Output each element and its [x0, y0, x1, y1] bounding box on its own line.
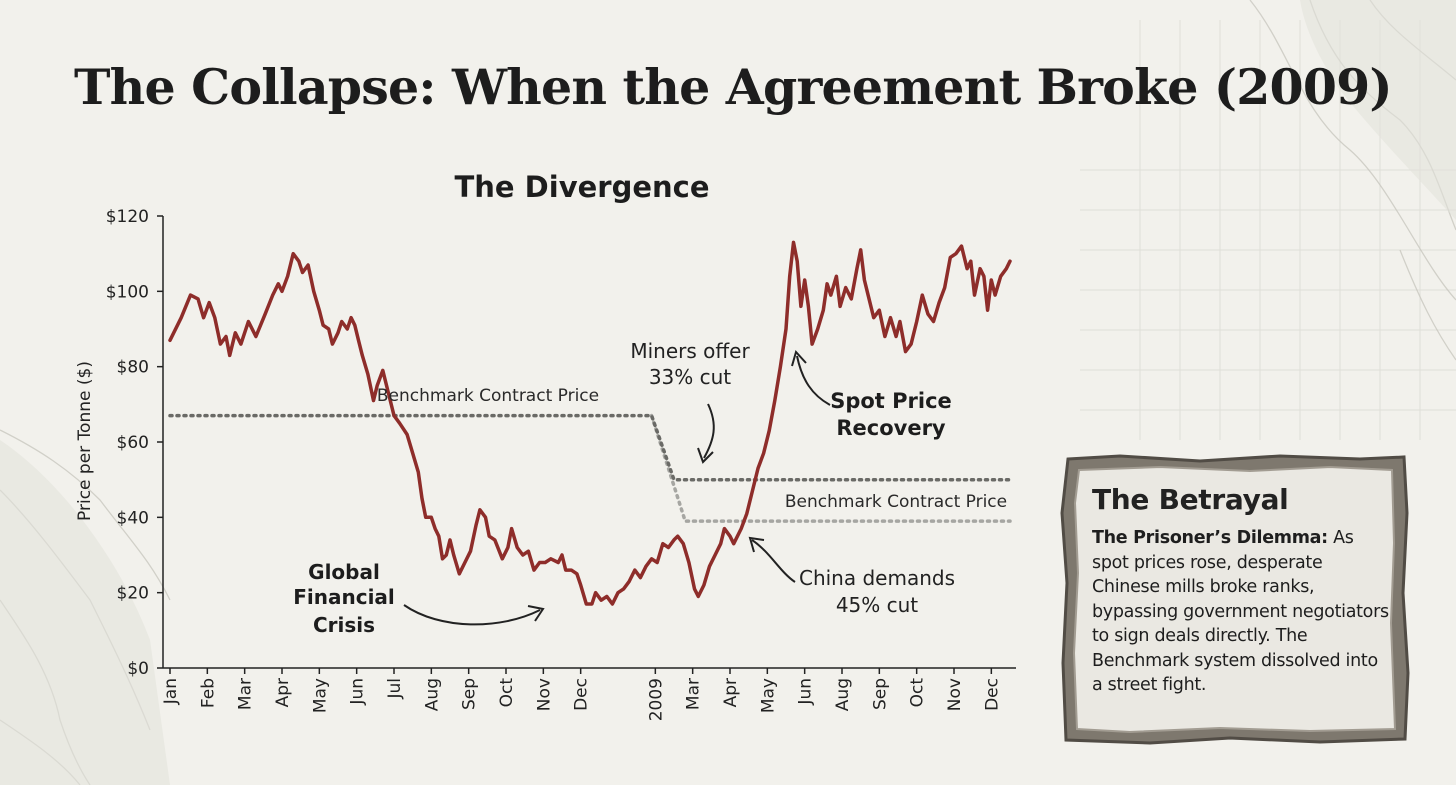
benchmark-line-miners — [168, 413, 1012, 482]
annotation-miners-offer: Miners offer 33% cut — [630, 339, 750, 464]
x-tick-label: Apr — [721, 678, 741, 707]
x-tick-label: Oct — [497, 678, 517, 708]
x-tick-label: Jul — [385, 678, 405, 700]
benchmark-label-top: Benchmark Contract Price — [377, 386, 599, 406]
y-tick-label: $20 — [117, 584, 149, 604]
crisis-line-1: Global — [308, 560, 380, 584]
x-tick-label: Nov — [534, 678, 554, 711]
y-axis-label: Price per Tonne ($) — [75, 361, 95, 521]
x-tick-label: May — [310, 678, 330, 713]
china-demands-line-1: China demands — [799, 566, 955, 590]
betrayal-text: As spot prices rose, desperate Chinese m… — [1092, 528, 1389, 695]
miners-offer-arrow — [703, 403, 715, 459]
annotation-benchmark-1: Benchmark Contract Price — [377, 386, 599, 406]
betrayal-lead: The Prisoner’s Dilemma: — [1092, 528, 1328, 548]
x-tick-label: Oct — [908, 678, 928, 708]
series-lines — [168, 240, 1012, 606]
spot-recovery-arrowhead — [791, 349, 807, 367]
x-tick-label: Apr — [273, 678, 293, 707]
y-tick-label: $120 — [106, 207, 149, 227]
stone-frame — [1060, 454, 1410, 745]
crisis-line-2: Financial — [293, 585, 395, 609]
x-tick-label: Jan — [161, 678, 181, 705]
y-tick-label: $100 — [106, 282, 149, 302]
miners-offer-line-1: Miners offer — [630, 339, 750, 363]
crisis-line-3: Crisis — [313, 613, 375, 637]
x-tick-label: Mar — [684, 678, 704, 710]
x-axis: Jan Feb Mar Apr May Jun Jul Aug Sep Oct Nov Dec 2009… — [161, 667, 1016, 721]
x-tick-label: Dec — [982, 678, 1002, 711]
x-tick-label: Aug — [422, 678, 442, 711]
x-tick-label: May — [758, 678, 778, 713]
x-tick-label: 2009 — [646, 678, 666, 721]
miners-offer-line-2: 33% cut — [649, 365, 731, 389]
annotation-spot-recovery: Spot Price Recovery — [791, 349, 952, 440]
spot-price-line — [168, 240, 1012, 606]
x-tick-label: Jun — [348, 678, 368, 706]
y-tick-label: $40 — [117, 508, 149, 528]
spot-recovery-line-1: Spot Price — [830, 389, 952, 413]
annotation-benchmark-2: Benchmark Contract Price — [785, 492, 1007, 512]
x-tick-label: Mar — [236, 678, 256, 710]
china-demands-arrowhead — [748, 536, 765, 553]
crisis-arrow — [403, 604, 541, 626]
y-tick-label: $60 — [117, 433, 149, 453]
page-title: The Collapse: When the Agreement Broke (… — [74, 58, 1393, 116]
crisis-arrowhead — [527, 605, 545, 622]
china-demands-line-2: 45% cut — [836, 593, 918, 617]
x-tick-label: Dec — [572, 678, 592, 711]
x-tick-label: Sep — [870, 678, 890, 710]
betrayal-title: The Betrayal — [1092, 483, 1289, 516]
chart-title: The Divergence — [454, 170, 709, 204]
betrayal-body: The Prisoner’s Dilemma: As spot prices r… — [1092, 526, 1392, 698]
x-tick-label: Sep — [460, 678, 480, 710]
miners-offer-arrowhead — [697, 447, 714, 464]
y-axis: $0 $20 $40 $60 $80 $100 $120 — [106, 207, 164, 679]
china-demands-arrow — [751, 539, 796, 583]
x-tick-label: Jun — [796, 678, 816, 706]
spot-recovery-arrow — [796, 355, 831, 406]
annotation-china-demands: China demands 45% cut — [748, 536, 955, 617]
x-tick-label: Aug — [833, 678, 853, 711]
spot-recovery-line-2: Recovery — [836, 416, 946, 440]
y-tick-label: $0 — [127, 659, 149, 679]
annotation-crisis: Global Financial Crisis — [293, 560, 545, 637]
benchmark-label-bottom: Benchmark Contract Price — [785, 492, 1007, 512]
betrayal-content: The Betrayal The Prisoner’s Dilemma: As … — [1092, 483, 1392, 698]
y-tick-label: $80 — [117, 358, 149, 378]
betrayal-callout: The Betrayal The Prisoner’s Dilemma: As … — [1060, 453, 1410, 745]
x-tick-label: Nov — [945, 678, 965, 711]
x-tick-label: Feb — [198, 678, 218, 708]
